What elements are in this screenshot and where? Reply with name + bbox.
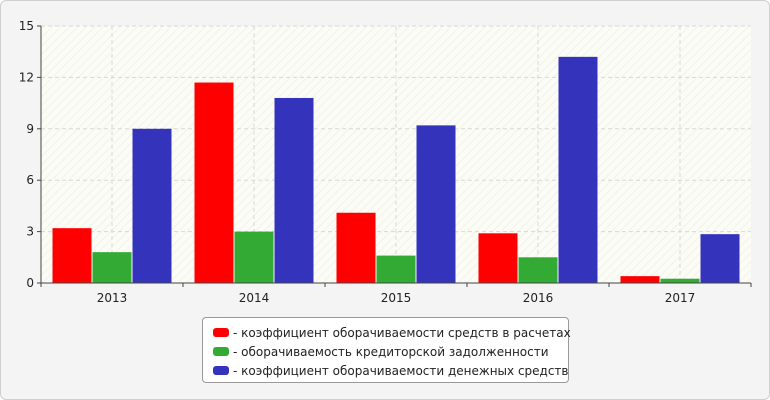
x-tick-label: 2014 [239,291,270,305]
bar-2015-series-2 [376,255,416,283]
bar-2017-series-2 [660,278,700,283]
bars [52,56,740,284]
legend-label: - коэффициент оборачиваемости денежных с… [233,363,569,378]
y-tick-label: 15 [19,19,34,33]
y-tick-label: 9 [26,122,34,136]
legend-label: - оборачиваемость кредиторской задолженн… [233,344,549,359]
bar-2014-series-2 [234,231,274,283]
bar-2016-series-3 [558,56,598,284]
legend-swatch-blue [213,366,229,375]
x-tick-label: 2016 [523,291,554,305]
legend-item-series-2: - оборачиваемость кредиторской задолженн… [213,342,558,361]
chart-legend: - коэффициент оборачиваемости средств в … [202,317,571,383]
x-tick-label: 2013 [97,291,128,305]
axes: 0 3 6 9 12 15 2013 2014 2015 2016 2017 [19,19,752,305]
x-tick-label: 2015 [381,291,412,305]
bar-2017-series-1 [620,276,660,283]
bar-2017-series-3 [700,234,740,283]
bar-2015-series-3 [416,125,456,283]
bar-2016-series-2 [518,257,558,283]
x-tick-label: 2017 [665,291,696,305]
legend-item-series-1: - коэффициент оборачиваемости средств в … [213,323,571,342]
bar-2013-series-1 [52,228,92,283]
legend-label: - коэффициент оборачиваемости средств в … [233,325,571,340]
bar-2014-series-3 [274,97,314,284]
y-tick-label: 0 [26,276,34,290]
y-tick-label: 6 [26,173,34,187]
bar-2013-series-2 [92,252,132,283]
bar-2015-series-1 [336,212,376,283]
y-tick-label: 12 [19,70,34,84]
bar-2014-series-1 [194,82,234,283]
bar-2016-series-1 [478,233,518,283]
bar-2013-series-3 [132,128,172,283]
legend-swatch-green [213,347,229,356]
grid-lines [41,25,751,283]
legend-swatch-red [213,328,229,337]
y-tick-label: 3 [26,225,34,239]
legend-item-series-3: - коэффициент оборачиваемости денежных с… [213,361,569,380]
